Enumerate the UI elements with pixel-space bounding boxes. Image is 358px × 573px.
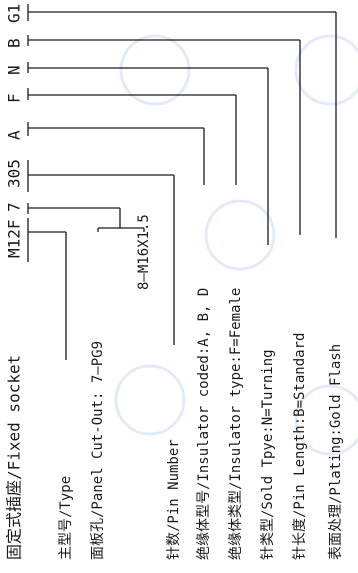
watermark-mark	[204, 199, 276, 271]
legend-label-3: 针数/Pin Number	[166, 439, 182, 560]
legend-label-0: 主型号/Type	[58, 476, 74, 560]
legend-label-6: 针类型/Sold Tpye:N=Turning	[260, 349, 276, 560]
watermark-mark	[114, 364, 186, 436]
fixed-socket-label: 固定式插座/Fixed socket	[5, 355, 24, 560]
watermark-mark	[294, 384, 358, 456]
watermark-mark	[119, 34, 191, 106]
legend-label-4: 绝缘体型号/Insulator coded:A, B, D	[196, 288, 212, 560]
legend-label-8: 表面处理/Plating:Gold Flash	[328, 344, 344, 560]
leader-lines	[27, 4, 337, 360]
code-part-2: 305	[5, 159, 24, 188]
watermark	[114, 34, 358, 456]
code-part-4: F	[5, 93, 24, 103]
legend-label-1: 面板孔/Panel Cut-Out: 7—PG9	[90, 341, 106, 560]
code-part-7: G1	[5, 4, 24, 23]
code-part-3: A	[5, 130, 24, 140]
code-part-5: N	[5, 65, 24, 75]
labels: 固定式插座/Fixed socket M12F 7 305 A F N B G1 主型号/Type…	[5, 4, 345, 560]
legend-label-5: 绝缘体类型/Insulator type:F=Female	[228, 288, 244, 560]
legend-label-7: 针长度/Pin Length:B=Standard	[292, 333, 308, 560]
legend-label-2: 8—M16X1.5	[136, 214, 152, 290]
code-part-1: 7	[5, 202, 24, 212]
code-part-0: M12F	[5, 219, 24, 258]
code-part-6: B	[5, 38, 24, 48]
watermark-mark	[294, 34, 358, 106]
